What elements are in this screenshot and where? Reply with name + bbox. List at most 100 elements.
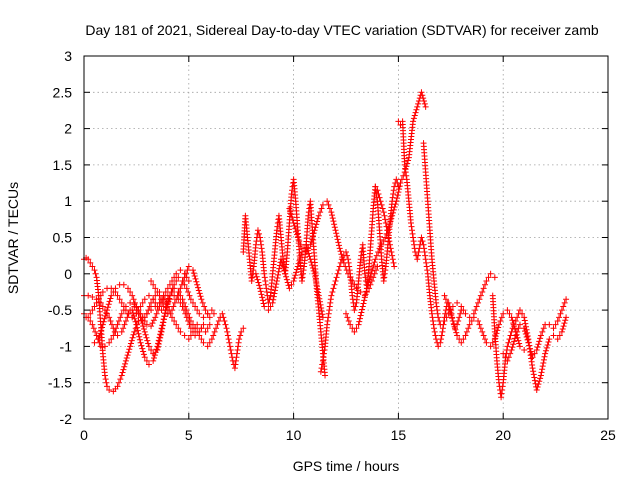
data-point — [193, 278, 200, 285]
data-point — [386, 221, 393, 228]
data-point — [228, 350, 235, 357]
data-point — [536, 378, 543, 385]
data-point — [283, 276, 290, 283]
data-point — [133, 321, 140, 328]
data-point — [482, 281, 489, 288]
data-point — [154, 288, 161, 295]
data-point — [310, 267, 317, 274]
data-point — [335, 267, 342, 274]
data-point — [259, 297, 266, 304]
data-point — [421, 100, 428, 107]
data-point — [257, 238, 264, 245]
data-point — [279, 262, 286, 269]
data-point — [300, 270, 307, 277]
data-point — [524, 336, 531, 343]
data-point — [312, 224, 319, 231]
data-point — [171, 292, 178, 299]
data-point — [204, 310, 211, 317]
data-point — [411, 241, 418, 248]
data-point — [99, 321, 106, 328]
data-point — [140, 348, 147, 355]
data-point — [252, 241, 259, 248]
data-point — [99, 303, 106, 310]
x-tick-label: 20 — [495, 427, 511, 443]
data-point — [444, 299, 451, 306]
data-point — [557, 310, 564, 317]
data-point — [485, 274, 492, 281]
data-point — [222, 321, 229, 328]
data-point — [539, 366, 546, 373]
data-point — [195, 284, 202, 291]
data-point — [146, 303, 153, 310]
data-point — [288, 281, 295, 288]
data-point — [210, 332, 217, 339]
data-point — [332, 278, 339, 285]
data-point — [170, 303, 177, 310]
data-point — [458, 339, 465, 346]
data-point — [410, 234, 417, 241]
data-point — [423, 259, 430, 266]
data-point — [451, 323, 458, 330]
data-point — [431, 325, 438, 332]
data-point — [329, 212, 336, 219]
data-point — [118, 310, 125, 317]
data-point — [256, 282, 263, 289]
data-point — [291, 275, 298, 282]
data-point — [307, 241, 314, 248]
data-point — [499, 383, 506, 390]
data-point — [512, 332, 519, 339]
data-point — [334, 236, 341, 243]
data-point — [326, 205, 333, 212]
data-point — [521, 325, 528, 332]
data-point — [381, 212, 388, 219]
data-point — [449, 315, 456, 322]
data-point — [142, 331, 149, 338]
data-point — [331, 281, 338, 288]
data-point — [138, 317, 145, 324]
data-point — [321, 347, 328, 354]
data-point — [148, 323, 155, 330]
data-point — [261, 270, 268, 277]
data-point — [89, 263, 96, 270]
data-point — [515, 337, 522, 344]
data-point — [544, 341, 551, 348]
y-tick-label: 0 — [64, 266, 72, 282]
data-point — [114, 292, 121, 299]
x-tick-label: 25 — [600, 427, 616, 443]
data-point — [281, 267, 288, 274]
data-point — [509, 325, 516, 332]
data-point — [104, 383, 111, 390]
data-point — [313, 283, 320, 290]
data-point — [413, 106, 420, 113]
data-point — [535, 341, 542, 348]
data-point — [198, 325, 205, 332]
data-point — [347, 321, 354, 328]
data-point — [430, 321, 437, 328]
data-point — [129, 314, 136, 321]
data-point — [371, 270, 378, 277]
data-point — [345, 270, 352, 277]
data-point — [361, 297, 368, 304]
data-point — [249, 274, 256, 281]
data-point — [328, 292, 335, 299]
data-point — [458, 303, 465, 310]
data-point — [181, 274, 188, 281]
data-point — [475, 299, 482, 306]
data-point — [186, 292, 193, 299]
data-point — [389, 252, 396, 259]
data-point — [91, 303, 98, 310]
data-point — [410, 238, 417, 245]
data-point — [125, 310, 132, 317]
data-point — [511, 338, 518, 345]
data-point — [290, 180, 297, 187]
data-point — [299, 274, 306, 281]
data-point — [359, 306, 366, 313]
data-point — [546, 336, 553, 343]
y-axis-label: SDTVAR / TECUs — [5, 182, 21, 294]
data-point — [258, 241, 265, 248]
data-point — [531, 377, 538, 384]
data-point — [507, 350, 514, 357]
data-point — [507, 332, 514, 339]
data-point — [275, 216, 282, 223]
data-point — [156, 292, 163, 299]
